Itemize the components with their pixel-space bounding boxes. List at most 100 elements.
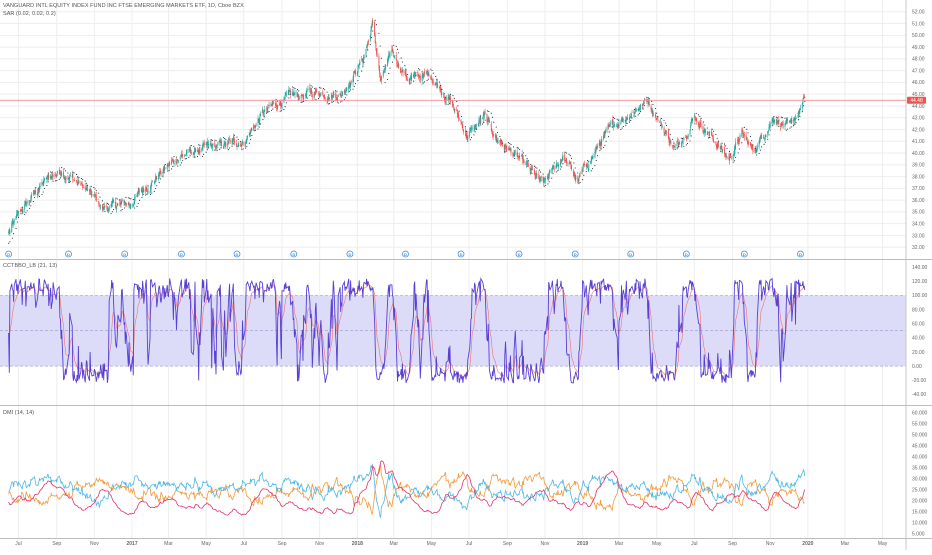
dividend-marker[interactable] (178, 250, 185, 258)
candle-body (34, 190, 36, 194)
sar-dot (716, 138, 718, 140)
dividend-marker[interactable] (5, 250, 13, 258)
candle-body (722, 149, 724, 151)
dmi-minus-line[interactable] (8, 464, 805, 516)
dividend-marker[interactable] (682, 250, 690, 258)
candle-body (690, 121, 692, 125)
dividend-marker[interactable] (233, 250, 241, 258)
dividend-marker[interactable] (402, 250, 409, 258)
dividend-marker[interactable] (65, 250, 72, 258)
candle-body (784, 123, 786, 127)
dividend-marker[interactable] (457, 250, 465, 258)
candle-body (566, 163, 568, 164)
dividend-marker[interactable] (740, 250, 748, 258)
candle-body (514, 150, 516, 154)
candle-body (16, 212, 18, 214)
candle-body (155, 176, 156, 180)
candle-body (579, 173, 581, 175)
candle-body (168, 163, 170, 167)
sar-dot (142, 193, 144, 195)
candle-body (534, 175, 536, 177)
time-axis-label: Jul (15, 541, 21, 547)
sar-dot (447, 103, 449, 106)
sar-dot (248, 142, 250, 144)
dividend-marker[interactable] (627, 250, 635, 258)
sar-dot (421, 71, 423, 73)
dividend-marker[interactable] (571, 250, 579, 258)
sar-dot (501, 142, 503, 144)
dividend-marker[interactable] (515, 250, 523, 258)
dmi-panel[interactable] (8, 460, 806, 519)
sar-dot (457, 105, 459, 107)
candle-body (280, 102, 282, 107)
sar-dot (630, 120, 632, 122)
cci-panel[interactable] (8, 277, 806, 384)
sar-dot (24, 214, 26, 216)
sar-dot (29, 207, 31, 209)
candle-body (154, 180, 156, 183)
candle-body (64, 178, 66, 180)
sar-dot (309, 94, 311, 96)
candle-body (123, 199, 125, 204)
sar-dot (763, 143, 765, 145)
candle-body (426, 70, 428, 73)
dmi-plus-line[interactable] (8, 463, 806, 519)
sar-dot (482, 123, 484, 125)
candle-body (332, 95, 334, 97)
candle-body (775, 119, 777, 124)
candle-body (84, 186, 86, 189)
candle-body (456, 110, 458, 114)
sar-dot (141, 196, 143, 198)
sar-dot (733, 160, 735, 162)
dividend-marker[interactable] (797, 250, 804, 258)
sar-dot (129, 197, 131, 199)
candle-body (659, 122, 661, 123)
candle-body (424, 71, 426, 74)
candle-body (77, 183, 79, 185)
sar-dot (253, 130, 255, 132)
price-panel[interactable] (8, 17, 806, 237)
candle-body (651, 108, 653, 113)
candle-body (350, 81, 352, 87)
candle-body (765, 135, 767, 137)
candle-body (663, 127, 665, 133)
candle-body (18, 211, 19, 214)
candle-body (544, 178, 546, 180)
candle-body (677, 142, 679, 144)
candle-body (37, 192, 39, 196)
candle-body (176, 162, 177, 164)
adx-line[interactable] (8, 460, 806, 516)
candle-body (557, 165, 559, 166)
candle-body (316, 89, 318, 93)
sar-dot (568, 153, 570, 155)
cci-line[interactable] (8, 277, 806, 384)
sar-dot (396, 48, 399, 50)
candle-body (339, 93, 341, 96)
candle-body (599, 141, 601, 145)
candle-body (103, 206, 105, 210)
candle-body (393, 54, 395, 57)
sar-dot (177, 165, 179, 167)
candle-body (434, 83, 436, 86)
candle-body (505, 145, 506, 146)
sar-dot (694, 123, 696, 125)
dividend-marker[interactable] (290, 250, 298, 258)
candle-body (166, 164, 168, 170)
candle-body (431, 79, 433, 81)
candle-body (314, 93, 316, 94)
candle-body (61, 173, 63, 176)
sar-dot (395, 45, 397, 47)
candle-body (656, 118, 658, 119)
candle-body (547, 176, 549, 179)
candle-body (656, 118, 658, 120)
dividend-glyph: D (743, 252, 746, 257)
sar-dot (369, 44, 371, 46)
candle-body (371, 22, 373, 28)
dividend-marker[interactable] (121, 250, 129, 258)
sar-dot (77, 176, 79, 178)
dividend-marker[interactable] (346, 250, 354, 258)
candle-body (355, 70, 356, 75)
